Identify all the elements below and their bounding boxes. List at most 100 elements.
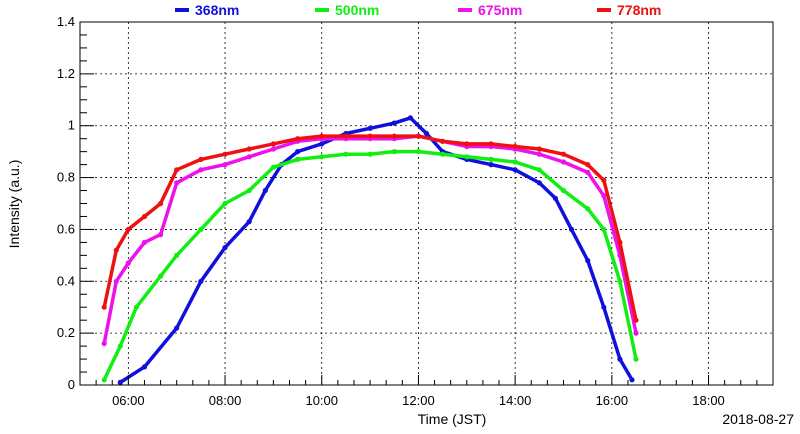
y-axis-title: Intensity (a.u.) bbox=[6, 160, 22, 249]
y-tick-label: 1 bbox=[68, 118, 75, 133]
series-line-segment bbox=[368, 149, 397, 156]
series-line-segment bbox=[368, 121, 397, 131]
series-line-segment bbox=[199, 201, 227, 232]
series-line-segment bbox=[561, 160, 590, 175]
series-layer bbox=[101, 115, 639, 385]
series-line-segment bbox=[102, 248, 119, 309]
series-line-segment bbox=[174, 157, 203, 172]
x-axis-title: Time (JST) bbox=[418, 411, 487, 427]
series-line-segment bbox=[416, 149, 445, 156]
series-line-segment bbox=[537, 152, 566, 164]
series-line-segment bbox=[223, 219, 251, 250]
series-line-segment bbox=[118, 365, 147, 385]
series-line-segment bbox=[513, 147, 542, 156]
series-line-segment bbox=[134, 274, 163, 309]
series-line-segment bbox=[553, 196, 574, 232]
series-line-segment bbox=[271, 136, 300, 146]
series-line-segment bbox=[126, 214, 147, 232]
series-line-segment bbox=[247, 165, 276, 193]
series-line-segment bbox=[174, 168, 203, 185]
series-line-segment bbox=[102, 344, 123, 382]
y-tick-label: 0 bbox=[68, 377, 75, 392]
series-line-segment bbox=[247, 142, 276, 151]
series-line-segment bbox=[416, 134, 445, 144]
y-tick-label: 0.2 bbox=[57, 325, 75, 340]
series-line-segment bbox=[408, 116, 429, 136]
y-tick-label: 1.2 bbox=[57, 66, 75, 81]
series-line-segment bbox=[114, 261, 131, 284]
legend-label: 778nm bbox=[617, 2, 661, 18]
series-line-segment bbox=[585, 258, 606, 309]
series-line-segment bbox=[602, 305, 622, 361]
series-line-segment bbox=[126, 240, 147, 265]
series-line-segment bbox=[561, 188, 590, 211]
series-line-segment bbox=[424, 131, 445, 154]
series-line-segment bbox=[295, 136, 324, 144]
series-line-segment bbox=[142, 326, 179, 369]
series-line-segment bbox=[569, 227, 590, 263]
series-line-segment bbox=[295, 142, 324, 154]
series-line-segment bbox=[392, 116, 413, 125]
series-368nm bbox=[117, 115, 635, 385]
x-tick-label: 18:00 bbox=[692, 393, 725, 408]
plot-frame bbox=[79, 21, 774, 386]
series-line-segment bbox=[158, 168, 179, 206]
legend-label: 500nm bbox=[335, 2, 379, 18]
x-tick-label: 12:00 bbox=[402, 393, 435, 408]
series-778nm bbox=[101, 133, 639, 323]
axes: 06:00 08:00 10:00 12:00 14:00 16:00 18:00 0 0.2 0… bbox=[57, 14, 758, 408]
series-line-segment bbox=[114, 227, 131, 252]
series-line-segment bbox=[174, 279, 203, 330]
x-tick-label: 08:00 bbox=[209, 393, 242, 408]
series-line-segment bbox=[102, 279, 119, 346]
series-line-segment bbox=[199, 245, 227, 284]
date-label: 2018-08-27 bbox=[722, 411, 794, 427]
series-line-segment bbox=[537, 168, 566, 193]
series-line-segment bbox=[247, 147, 276, 159]
series-line-segment bbox=[142, 232, 163, 245]
y-tick-label: 1.4 bbox=[57, 14, 75, 29]
x-tick-label: 16:00 bbox=[596, 393, 629, 408]
series-line-segment bbox=[440, 139, 469, 146]
series-line-segment bbox=[513, 168, 542, 185]
series-line-segment bbox=[618, 253, 638, 335]
series-line-segment bbox=[465, 155, 493, 162]
grid bbox=[80, 22, 773, 385]
series-line-segment bbox=[537, 181, 558, 201]
series-line-segment bbox=[602, 193, 622, 258]
series-line-segment bbox=[118, 305, 139, 348]
series-line-segment bbox=[295, 155, 324, 162]
series-line-segment bbox=[319, 152, 348, 159]
y-tick-label: 0.6 bbox=[57, 221, 75, 236]
series-line-segment bbox=[142, 201, 163, 219]
series-line-segment bbox=[271, 139, 300, 151]
series-line-segment bbox=[602, 178, 622, 245]
series-line-segment bbox=[271, 157, 300, 169]
series-line-segment bbox=[602, 227, 622, 284]
series-line-segment bbox=[158, 181, 179, 237]
series-line-segment bbox=[199, 162, 227, 172]
series-line-segment bbox=[489, 157, 517, 164]
legend: 368nm 500nm 675nm 778nm bbox=[175, 2, 661, 18]
series-line-segment bbox=[223, 155, 251, 167]
series-line-segment bbox=[199, 152, 227, 162]
series-line-segment bbox=[561, 152, 590, 167]
x-tick-label: 10:00 bbox=[305, 393, 338, 408]
legend-label: 675nm bbox=[478, 2, 522, 18]
legend-label: 368nm bbox=[195, 2, 239, 18]
series-675nm bbox=[101, 133, 639, 347]
series-line-segment bbox=[585, 170, 606, 198]
y-tick-label: 0.4 bbox=[57, 273, 75, 288]
x-tick-label: 14:00 bbox=[499, 393, 532, 408]
series-line-segment bbox=[489, 142, 517, 149]
y-tick-label: 0.8 bbox=[57, 170, 75, 185]
series-line-segment bbox=[489, 144, 517, 151]
series-line-segment bbox=[465, 157, 493, 167]
series-line-segment bbox=[537, 147, 566, 156]
series-line-segment bbox=[158, 253, 179, 278]
series-line-segment bbox=[223, 147, 251, 156]
series-line-segment bbox=[513, 160, 542, 172]
series-line-segment bbox=[440, 152, 469, 159]
series-line-segment bbox=[174, 227, 203, 258]
